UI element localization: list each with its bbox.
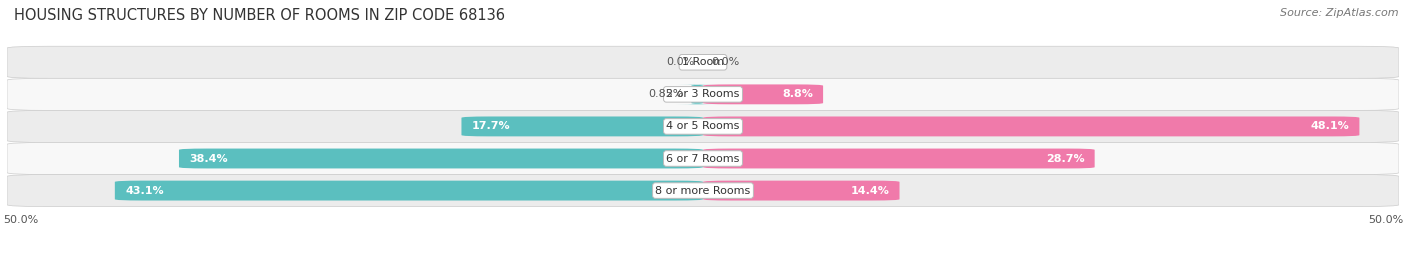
- Text: Source: ZipAtlas.com: Source: ZipAtlas.com: [1281, 8, 1399, 18]
- FancyBboxPatch shape: [461, 116, 703, 136]
- Text: 1 Room: 1 Room: [682, 57, 724, 67]
- Text: 48.1%: 48.1%: [1310, 121, 1350, 132]
- FancyBboxPatch shape: [703, 84, 823, 104]
- Text: 8.8%: 8.8%: [782, 89, 813, 99]
- Text: 43.1%: 43.1%: [125, 186, 163, 196]
- Text: 6 or 7 Rooms: 6 or 7 Rooms: [666, 154, 740, 164]
- Text: 8 or more Rooms: 8 or more Rooms: [655, 186, 751, 196]
- Text: 0.85%: 0.85%: [648, 89, 683, 99]
- Text: 17.7%: 17.7%: [471, 121, 510, 132]
- FancyBboxPatch shape: [703, 181, 900, 200]
- Text: 4 or 5 Rooms: 4 or 5 Rooms: [666, 121, 740, 132]
- FancyBboxPatch shape: [115, 181, 703, 200]
- FancyBboxPatch shape: [7, 46, 1399, 78]
- Text: 14.4%: 14.4%: [851, 186, 889, 196]
- FancyBboxPatch shape: [676, 84, 718, 104]
- Text: 28.7%: 28.7%: [1046, 154, 1084, 164]
- Text: 0.0%: 0.0%: [666, 57, 695, 67]
- Text: HOUSING STRUCTURES BY NUMBER OF ROOMS IN ZIP CODE 68136: HOUSING STRUCTURES BY NUMBER OF ROOMS IN…: [14, 8, 505, 23]
- FancyBboxPatch shape: [7, 175, 1399, 207]
- FancyBboxPatch shape: [7, 78, 1399, 110]
- FancyBboxPatch shape: [703, 148, 1095, 168]
- FancyBboxPatch shape: [703, 116, 1360, 136]
- Text: 2 or 3 Rooms: 2 or 3 Rooms: [666, 89, 740, 99]
- FancyBboxPatch shape: [179, 148, 703, 168]
- Text: 38.4%: 38.4%: [190, 154, 228, 164]
- Text: 0.0%: 0.0%: [711, 57, 740, 67]
- FancyBboxPatch shape: [7, 143, 1399, 175]
- FancyBboxPatch shape: [7, 110, 1399, 143]
